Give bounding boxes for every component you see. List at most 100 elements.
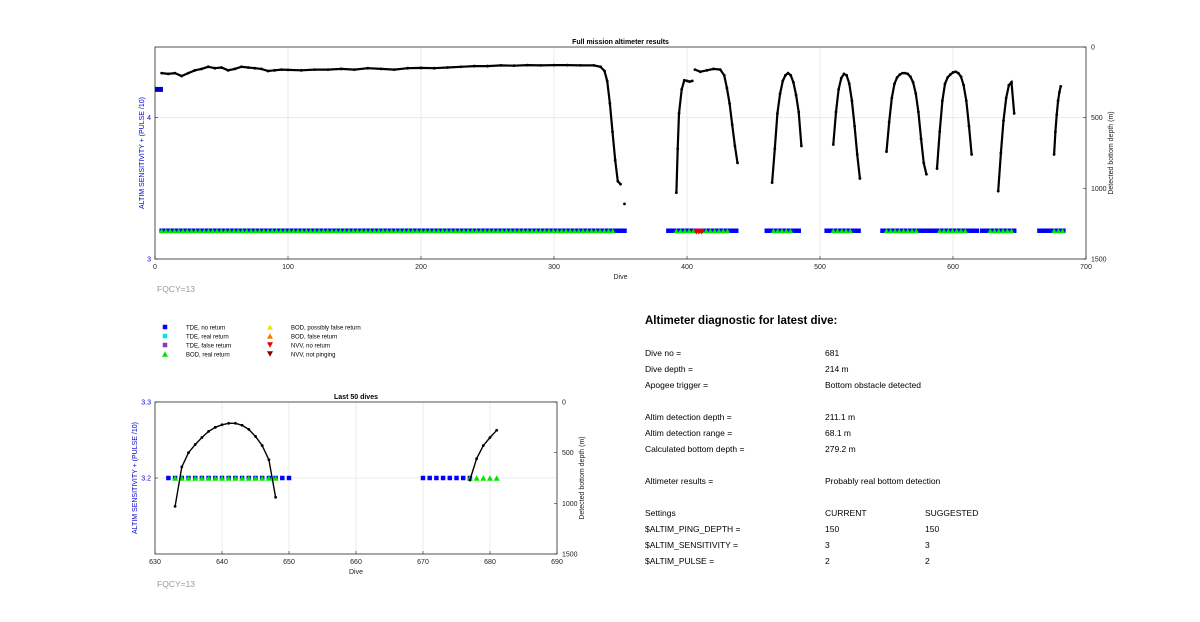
bod-real-return-marker <box>958 228 964 234</box>
bod-real-return-marker <box>962 228 968 234</box>
bottom-depth-point <box>1054 130 1057 134</box>
bod-real-return-marker <box>192 475 199 481</box>
bottom-depth-point <box>186 71 190 75</box>
bottom-depth-point <box>254 435 257 438</box>
bottom-depth-point <box>831 143 835 146</box>
bottom-depth-point <box>353 68 356 72</box>
bod-real-return-marker <box>397 228 403 234</box>
bod-real-return-marker <box>367 228 373 234</box>
tde-no-return-marker <box>374 228 380 233</box>
x-axis-label: Dive <box>613 274 627 281</box>
bod-real-return-marker <box>987 228 993 234</box>
bod-real-return-marker <box>388 228 395 234</box>
bottom-depth-point <box>674 191 678 194</box>
bottom-depth-point <box>895 75 899 79</box>
tde-no-return-marker <box>315 228 320 233</box>
legend-label: BOD, possibly false return <box>291 326 361 332</box>
tde-no-return-marker <box>966 228 972 233</box>
bod-real-return-marker <box>286 228 293 234</box>
legend-item: BOD, real return <box>162 351 230 359</box>
diag-value: 211.1 m <box>825 412 856 422</box>
tde-no-return-marker <box>618 228 623 233</box>
bod-real-return-marker <box>490 228 497 234</box>
bod-real-return-marker <box>312 228 318 234</box>
x-tick-label: 700 <box>1080 264 1092 271</box>
legend: TDE, no return TDE, real return TDE, false… <box>162 324 361 359</box>
bottom-depth-point <box>274 495 277 499</box>
bod-real-return-marker <box>883 228 890 234</box>
legend-item: TDE, no return <box>162 324 225 332</box>
frequency-annotation: FQCY=13 <box>157 284 195 294</box>
tde-no-return-marker <box>768 228 774 233</box>
bottom-depth-point <box>180 465 184 469</box>
bod-real-return-marker <box>830 228 837 234</box>
bottom-depth-point <box>845 73 848 77</box>
bottom-depth-point <box>246 66 250 69</box>
bottom-depth-point <box>914 92 918 96</box>
bod-real-return-marker <box>197 228 203 234</box>
bottom-depth-point <box>778 92 782 96</box>
tde-no-return-marker <box>386 228 392 233</box>
bottom-depth-point <box>776 112 779 115</box>
plot-frame <box>154 46 1087 260</box>
bod-real-return-marker <box>222 228 229 234</box>
bod-real-return-marker <box>431 228 437 234</box>
bottom-depth-point <box>797 110 801 114</box>
legend-triangle-icon <box>267 333 273 339</box>
bottom-depth-point <box>858 177 862 180</box>
tde-no-return-marker <box>930 228 936 233</box>
bod-real-return-marker <box>333 228 339 234</box>
bottom-depth-point <box>680 88 684 91</box>
bod-real-return-marker <box>418 228 425 234</box>
bottom-depth-point <box>962 83 966 87</box>
bod-real-return-marker <box>273 228 280 234</box>
bod-real-return-marker <box>478 228 484 234</box>
tde-no-return-marker <box>447 475 453 481</box>
bottom-depth-point <box>1056 99 1060 103</box>
bottom-depth-point <box>1002 119 1005 122</box>
bottom-depth-point <box>173 504 177 508</box>
bottom-depth-point <box>789 73 793 77</box>
bod-real-return-marker <box>380 228 386 234</box>
tde-no-return-marker <box>764 228 770 233</box>
bod-real-return-marker <box>1059 228 1066 234</box>
bod-real-return-marker <box>550 228 556 234</box>
bod-real-return-marker <box>941 228 947 234</box>
setting-suggested: 2 <box>925 556 930 566</box>
setting-current: 150 <box>825 524 840 534</box>
setting-suggested: 3 <box>925 540 930 550</box>
bottom-depth-point <box>693 68 697 72</box>
bod-real-return-marker <box>259 475 266 481</box>
bottom-depth-point <box>273 68 277 72</box>
bod-real-return-marker <box>673 228 680 234</box>
y-tick-label-right: 500 <box>1091 115 1103 122</box>
bod-real-return-marker <box>520 228 527 234</box>
bottom-depth-point <box>784 73 787 77</box>
bod-real-return-marker <box>461 228 467 234</box>
bod-real-return-marker <box>913 228 920 234</box>
tde-no-return-marker <box>916 228 921 233</box>
x-tick-label: 500 <box>814 264 826 271</box>
tde-no-return-marker <box>1011 228 1017 233</box>
bod-real-return-marker <box>214 228 220 234</box>
bod-real-return-marker <box>269 228 276 234</box>
bod-real-return-marker <box>690 228 697 234</box>
tde-no-return-marker <box>670 228 675 233</box>
bottom-depth-point <box>1052 153 1056 156</box>
tde-no-return-marker <box>729 228 735 233</box>
bottom-depth-point <box>938 130 942 134</box>
legend-label: BOD, real return <box>186 353 230 359</box>
bottom-depth-point <box>220 423 224 427</box>
tde-no-return-marker <box>614 228 619 233</box>
nvv-no-return-marker <box>698 228 705 235</box>
x-tick-label: 400 <box>681 264 693 271</box>
bod-real-return-marker <box>503 228 510 234</box>
diag-label: Altim detection depth = <box>645 412 732 422</box>
bottom-depth-point <box>279 68 283 72</box>
bottom-depth-point <box>565 63 569 67</box>
bod-real-return-marker <box>575 228 582 234</box>
tde-no-return-marker <box>1037 228 1042 233</box>
bod-real-return-marker <box>469 228 476 234</box>
bod-real-return-marker <box>724 228 731 234</box>
y-axis-label-left: ALTIM SENSITIVITY + (PULSE /10) <box>132 422 139 534</box>
